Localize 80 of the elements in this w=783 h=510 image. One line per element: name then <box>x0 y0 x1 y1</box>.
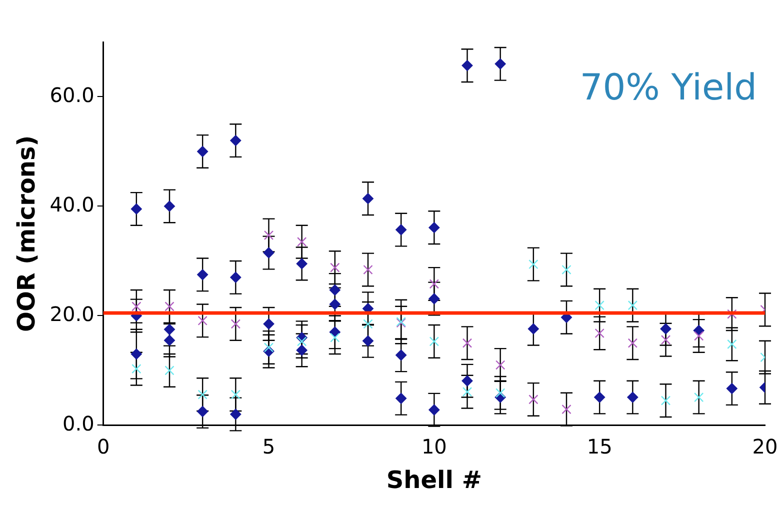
point <box>396 224 407 236</box>
point <box>130 348 142 360</box>
point <box>363 264 373 275</box>
point <box>562 404 572 414</box>
y-axis-title: OOR (microns) <box>12 135 41 332</box>
point <box>230 272 242 283</box>
point <box>198 316 208 326</box>
point <box>264 230 274 240</box>
point <box>330 262 340 272</box>
point <box>362 335 374 346</box>
point <box>495 360 506 370</box>
y-tick-label: 20.0 <box>50 302 94 326</box>
x-axis-title: Shell # <box>386 466 482 494</box>
point <box>428 293 440 304</box>
point <box>296 336 307 346</box>
point <box>362 193 374 204</box>
point <box>132 364 142 374</box>
point <box>296 236 307 247</box>
point <box>296 258 308 270</box>
point <box>627 392 638 403</box>
point <box>462 386 472 397</box>
point <box>329 298 340 310</box>
x-tick-label: 20 <box>752 434 778 458</box>
point <box>230 135 242 146</box>
point <box>198 390 208 400</box>
y-tick-label: 40.0 <box>50 192 94 216</box>
point <box>494 58 506 70</box>
point <box>428 222 440 234</box>
point <box>727 339 737 350</box>
point <box>594 392 606 403</box>
point <box>363 319 373 329</box>
point <box>132 302 142 312</box>
point <box>396 350 407 361</box>
point <box>462 338 472 348</box>
point <box>396 392 407 404</box>
point <box>164 366 174 376</box>
point <box>164 200 175 212</box>
point <box>528 323 539 334</box>
point <box>197 146 208 157</box>
point <box>429 336 440 346</box>
point <box>230 390 241 400</box>
point <box>694 392 704 402</box>
point <box>197 406 208 418</box>
point <box>660 323 672 334</box>
point <box>660 334 671 345</box>
x-tick-label: 5 <box>262 434 276 458</box>
y-tick-label: 0.0 <box>62 411 94 436</box>
point <box>263 247 274 258</box>
point <box>429 279 440 289</box>
point <box>296 344 308 356</box>
point <box>562 264 572 275</box>
x-tick-label: 0 <box>96 434 110 458</box>
point <box>330 332 340 342</box>
x-tick-label: 15 <box>586 434 612 458</box>
point <box>428 404 440 416</box>
annotation: 70% Yield <box>580 67 757 108</box>
point <box>694 331 704 341</box>
point <box>164 324 175 335</box>
point <box>495 388 506 398</box>
point <box>462 375 473 386</box>
point <box>594 300 604 310</box>
point <box>230 408 242 420</box>
point <box>130 203 142 214</box>
point <box>628 300 638 310</box>
point <box>164 302 174 312</box>
point <box>329 284 340 296</box>
point <box>264 342 274 352</box>
x-tick-label: 10 <box>421 434 447 458</box>
point <box>726 383 738 394</box>
point <box>230 319 241 329</box>
point <box>263 318 274 330</box>
point <box>660 396 671 406</box>
point <box>462 60 473 72</box>
point <box>197 269 208 280</box>
y-tick-label: 60.0 <box>50 82 94 107</box>
point <box>528 394 538 404</box>
point <box>628 338 638 348</box>
point <box>164 334 175 346</box>
point <box>528 259 538 270</box>
point <box>594 328 604 338</box>
